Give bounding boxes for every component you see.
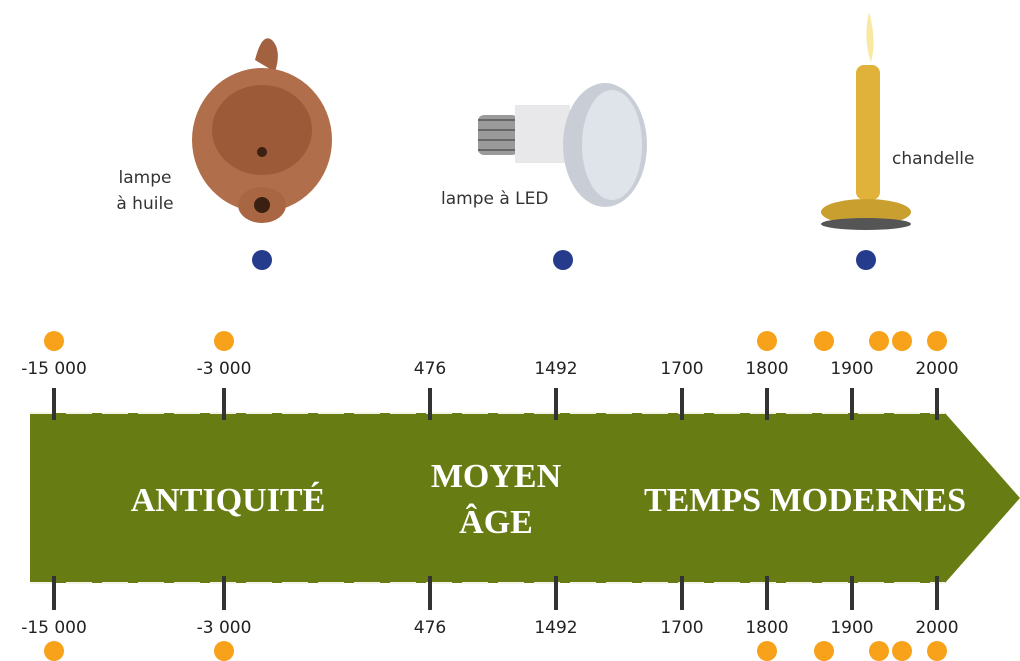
item-label: lampe à LED	[441, 189, 548, 209]
tick-label: 1900	[830, 359, 873, 379]
item-label: lampe	[119, 168, 172, 188]
tick-label: -3 000	[197, 359, 252, 379]
tick-label: 1700	[660, 618, 703, 638]
tick-label: 1800	[745, 359, 788, 379]
period-label: TEMPS MODERNES	[644, 482, 966, 519]
tick-label: 476	[414, 359, 446, 379]
tick-label: 1492	[534, 618, 577, 638]
item-label: à huile	[116, 194, 173, 214]
tick-label: 2000	[915, 359, 958, 379]
period-label: ÂGE	[459, 503, 533, 541]
event-dots	[44, 331, 947, 661]
tick-label: 2000	[915, 618, 958, 638]
period-label: MOYEN	[431, 458, 562, 495]
item-label: chandelle	[892, 149, 974, 169]
tick-label: 1700	[660, 359, 703, 379]
tick-label: -3 000	[197, 618, 252, 638]
candle-image	[821, 12, 911, 230]
tick-label: 1900	[830, 618, 873, 638]
timeline-arrow	[30, 413, 1020, 583]
oil-lamp-image	[192, 38, 332, 223]
tick-label: -15 000	[21, 359, 87, 379]
tick-label: 1492	[534, 359, 577, 379]
period-label: ANTIQUITÉ	[131, 482, 326, 519]
tick-label: 1800	[745, 618, 788, 638]
led-bulb-image	[478, 83, 647, 207]
tick-label: -15 000	[21, 618, 87, 638]
item-markers	[252, 250, 876, 270]
arrow-edge	[30, 412, 945, 584]
tick-label: 476	[414, 618, 446, 638]
